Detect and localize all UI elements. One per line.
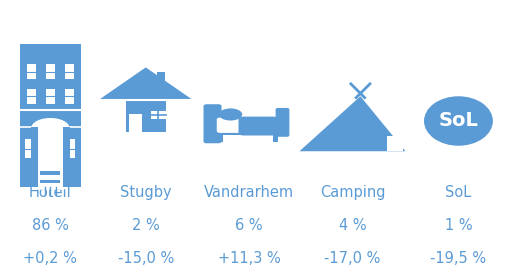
- FancyBboxPatch shape: [65, 89, 74, 104]
- FancyBboxPatch shape: [129, 114, 142, 132]
- Circle shape: [219, 108, 242, 120]
- FancyBboxPatch shape: [387, 136, 403, 151]
- Text: -15,0 %: -15,0 %: [118, 251, 174, 266]
- Ellipse shape: [424, 96, 493, 146]
- FancyBboxPatch shape: [218, 118, 278, 135]
- FancyBboxPatch shape: [20, 44, 81, 51]
- FancyBboxPatch shape: [65, 64, 74, 79]
- FancyBboxPatch shape: [204, 104, 222, 143]
- FancyBboxPatch shape: [276, 108, 289, 137]
- Text: -17,0 %: -17,0 %: [324, 251, 381, 266]
- Text: Stugby: Stugby: [120, 185, 172, 200]
- Text: 2 %: 2 %: [132, 218, 160, 233]
- FancyBboxPatch shape: [26, 89, 36, 104]
- Text: +11,3 %: +11,3 %: [218, 251, 280, 266]
- Text: SoL: SoL: [445, 185, 472, 200]
- FancyBboxPatch shape: [157, 72, 165, 89]
- FancyBboxPatch shape: [26, 64, 36, 79]
- FancyBboxPatch shape: [238, 117, 278, 136]
- Text: Hotell: Hotell: [29, 185, 72, 200]
- Text: 6 %: 6 %: [235, 218, 263, 233]
- FancyBboxPatch shape: [40, 180, 60, 183]
- Text: 1 %: 1 %: [445, 218, 472, 233]
- Text: SoL: SoL: [438, 111, 479, 131]
- FancyBboxPatch shape: [63, 126, 70, 187]
- Text: Camping: Camping: [320, 185, 385, 200]
- FancyBboxPatch shape: [219, 135, 223, 142]
- FancyBboxPatch shape: [25, 139, 35, 158]
- FancyBboxPatch shape: [40, 175, 60, 179]
- FancyBboxPatch shape: [20, 44, 81, 187]
- Text: 4 %: 4 %: [339, 218, 366, 233]
- FancyBboxPatch shape: [34, 125, 67, 190]
- FancyBboxPatch shape: [126, 100, 165, 132]
- FancyBboxPatch shape: [46, 89, 55, 104]
- Text: -19,5 %: -19,5 %: [430, 251, 487, 266]
- Polygon shape: [98, 67, 193, 100]
- FancyBboxPatch shape: [151, 111, 166, 119]
- Text: 86 %: 86 %: [32, 218, 69, 233]
- FancyBboxPatch shape: [46, 64, 55, 79]
- FancyBboxPatch shape: [66, 139, 75, 158]
- Wedge shape: [31, 118, 69, 133]
- FancyBboxPatch shape: [40, 171, 60, 175]
- Text: Vandrarhem: Vandrarhem: [204, 185, 294, 200]
- FancyBboxPatch shape: [217, 117, 244, 133]
- FancyBboxPatch shape: [273, 135, 278, 142]
- Polygon shape: [299, 96, 405, 151]
- FancyBboxPatch shape: [31, 126, 38, 187]
- Text: +0,2 %: +0,2 %: [23, 251, 77, 266]
